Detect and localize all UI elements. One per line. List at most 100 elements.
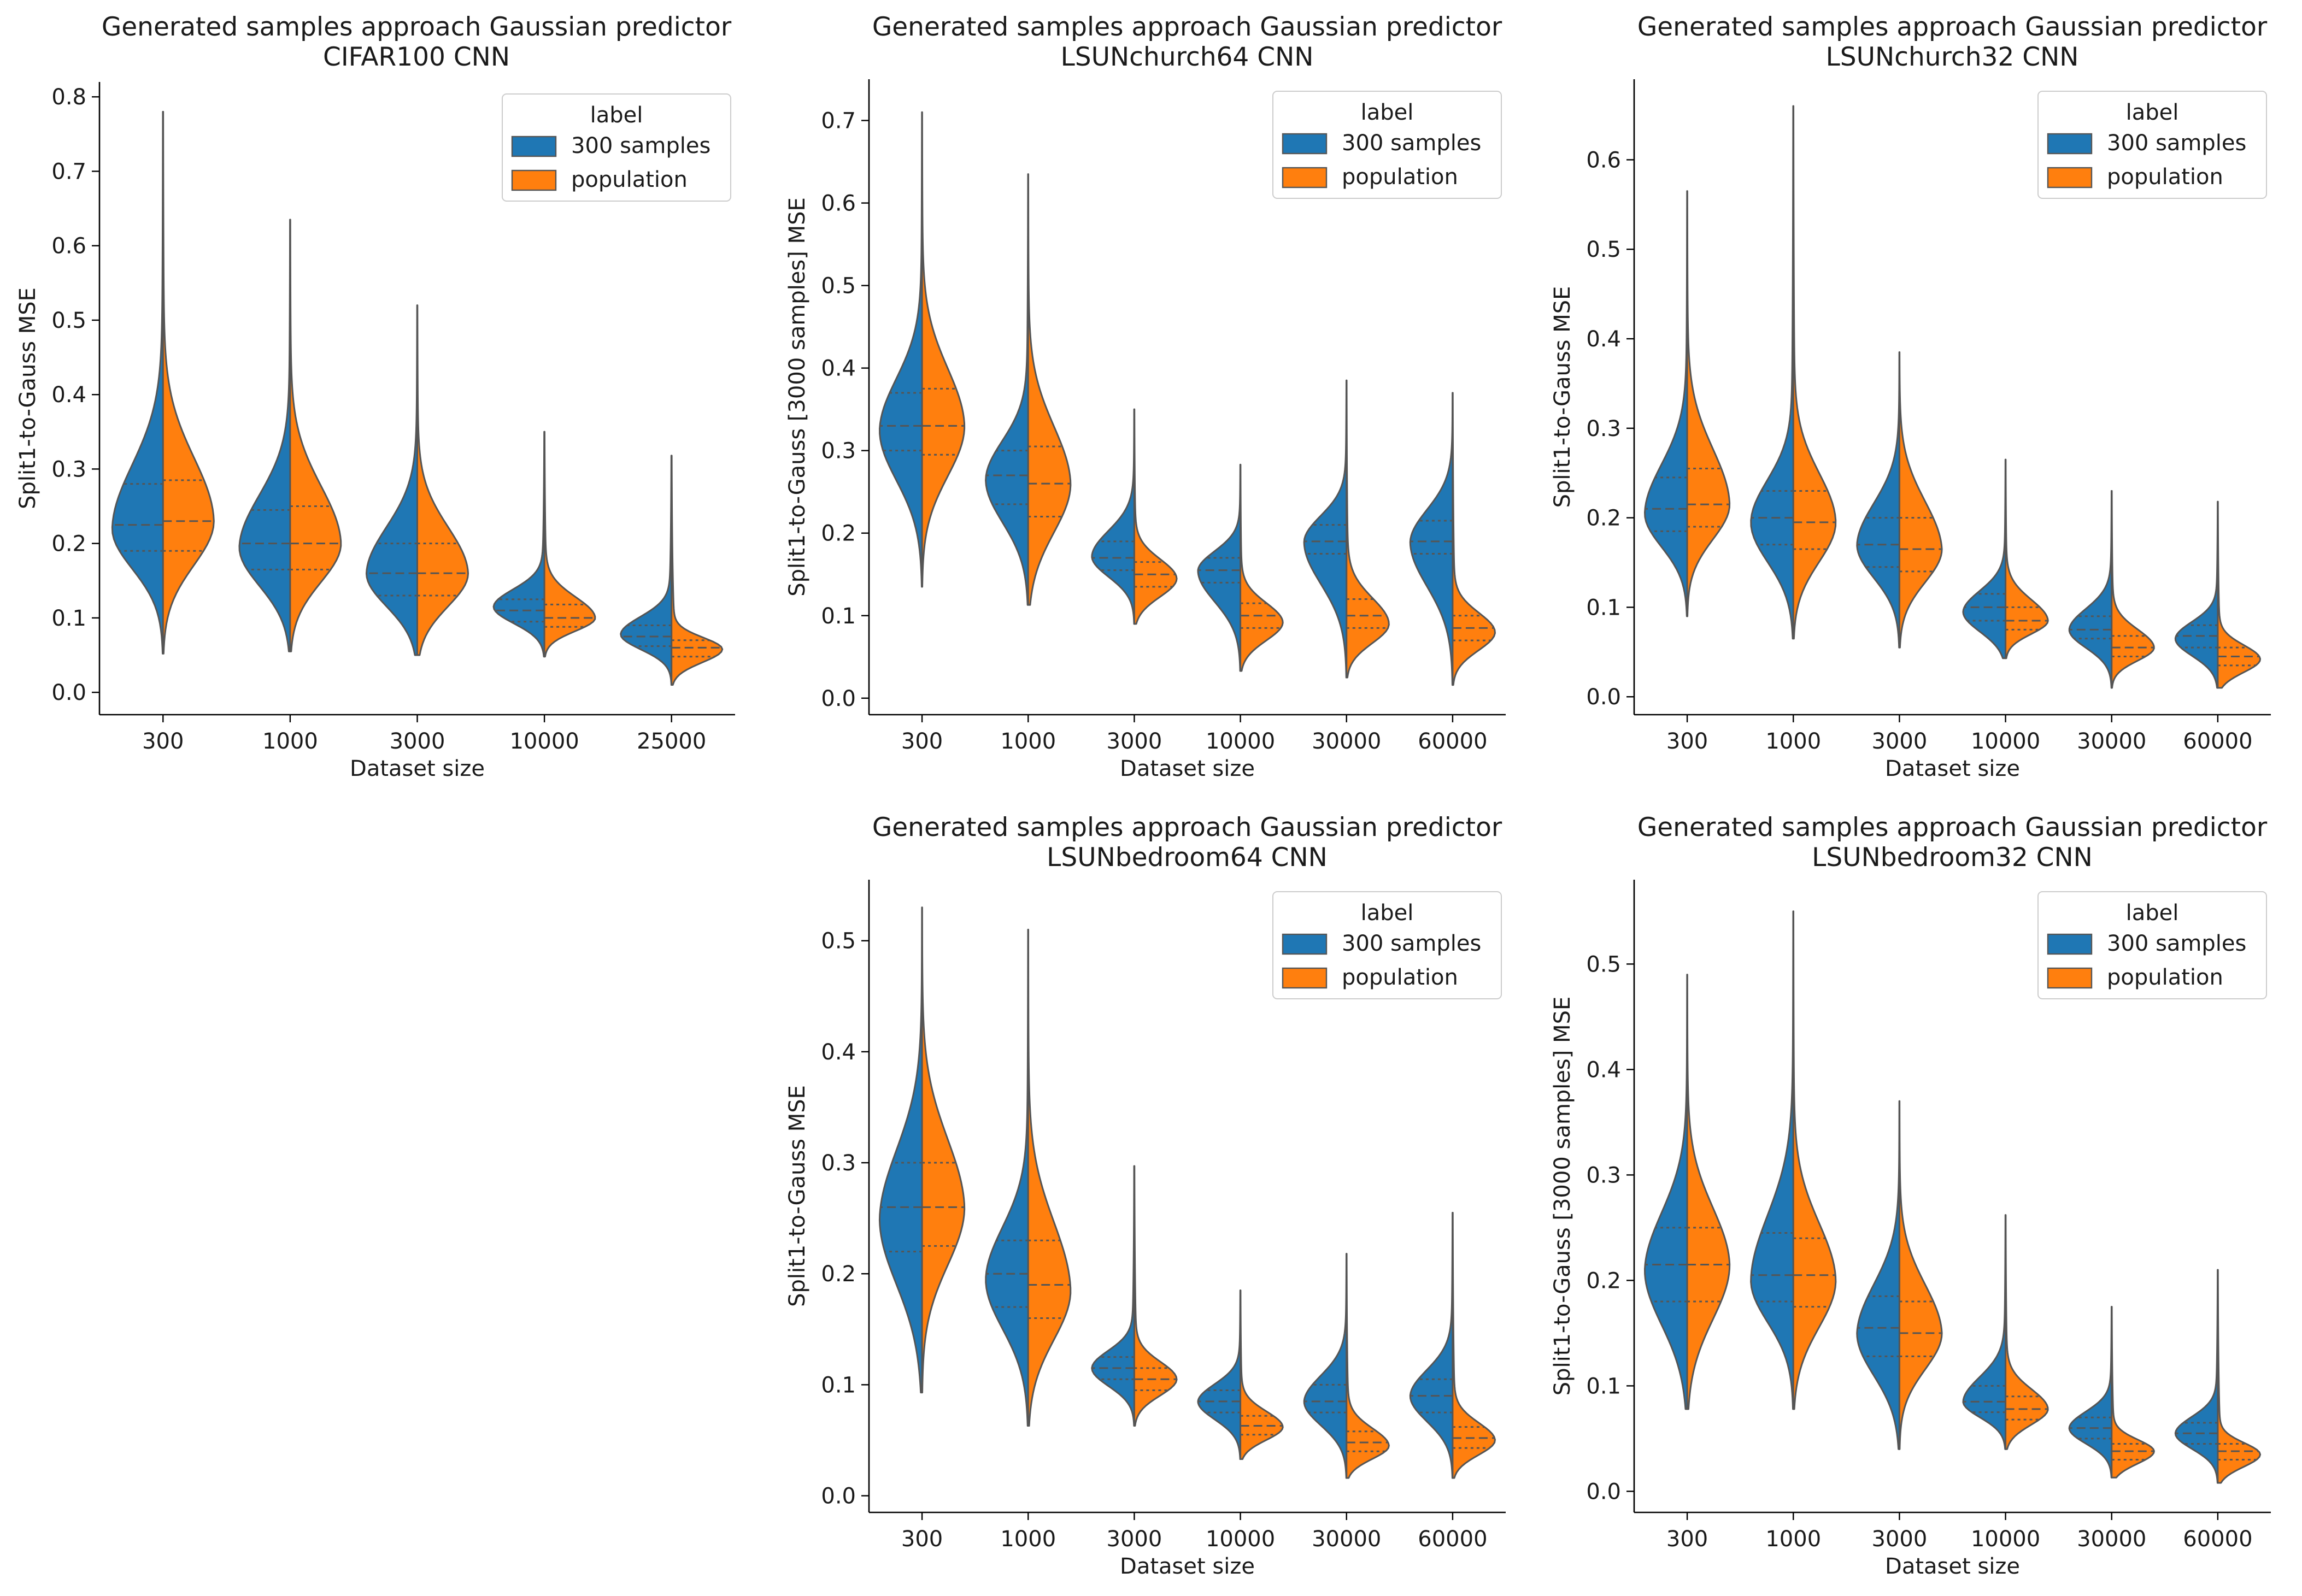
legend: label 300 samples population	[2037, 891, 2267, 999]
y-axis-label: Split1-to-Gauss MSE	[1550, 286, 1575, 508]
y-tick-label: 0.6	[821, 191, 856, 216]
violin-half-population	[2217, 1269, 2262, 1484]
legend-label: population	[2107, 965, 2223, 990]
legend-label: population	[571, 167, 688, 192]
x-tick-label: 10000	[1206, 729, 1275, 754]
x-tick-label: 10000	[1971, 1527, 2040, 1552]
legend: label 300 samples population	[1272, 91, 1502, 199]
violin-half-population	[2111, 1306, 2155, 1479]
y-tick-label: 0.0	[821, 1484, 856, 1509]
legend-swatch	[2047, 167, 2093, 189]
y-tick-label: 0.5	[51, 308, 86, 333]
legend-swatch	[1282, 933, 1328, 955]
legend-frame	[1272, 91, 1502, 199]
x-tick-label: 25000	[637, 729, 706, 754]
legend-frame	[1272, 891, 1502, 999]
x-tick-label: 1000	[262, 729, 318, 754]
chart-title-line2: LSUNchurch32 CNN	[1826, 42, 2079, 72]
violin-half-300-samples	[1643, 974, 1688, 1410]
y-tick-label: 0.5	[821, 929, 856, 954]
violin-half-population	[1452, 392, 1496, 686]
violin-half-300-samples	[1750, 105, 1794, 640]
violin-half-300-samples	[879, 111, 923, 588]
violin-half-population	[416, 304, 469, 656]
legend-swatch	[511, 136, 557, 157]
x-tick-label: 3000	[1107, 729, 1162, 754]
violin-half-population	[2005, 1214, 2049, 1450]
y-axis-label: Split1-to-Gauss MSE	[785, 1085, 810, 1307]
violin-half-population	[1686, 974, 1731, 1410]
legend-label: 300 samples	[1342, 131, 1481, 156]
y-tick-label: 0.7	[51, 159, 86, 184]
violin-half-population	[2217, 500, 2262, 689]
panels: Generated samples approach Gaussian pred…	[15, 12, 2271, 1579]
legend-swatch	[1282, 967, 1328, 989]
chart-panel-4: Generated samples approach Gaussian pred…	[785, 812, 1506, 1579]
x-tick-label: 30000	[1312, 1527, 1381, 1552]
chart-title-line2: CIFAR100 CNN	[323, 42, 510, 72]
x-tick-label: 60000	[2183, 1527, 2252, 1552]
chart-title-line1: Generated samples approach Gaussian pred…	[872, 812, 1502, 843]
violin-half-population	[1240, 1289, 1284, 1460]
legend-title: label	[2126, 900, 2179, 926]
legend-swatch	[2047, 933, 2093, 955]
violin-half-population	[1452, 1211, 1496, 1479]
legend-title: label	[590, 103, 643, 128]
violin-half-population	[162, 110, 215, 655]
x-tick-label: 10000	[509, 729, 579, 754]
violin-half-population	[2111, 490, 2155, 689]
violin-half-300-samples	[365, 304, 418, 656]
y-axis-label: Split1-to-Gauss [3000 samples] MSE	[785, 197, 810, 597]
x-tick-label: 60000	[1418, 1527, 1487, 1552]
chart-title-line2: LSUNbedroom64 CNN	[1047, 843, 1328, 873]
violin-half-population	[1027, 173, 1072, 606]
x-tick-label: 60000	[1418, 729, 1487, 754]
x-axis-label: Dataset size	[1120, 756, 1255, 781]
violin-half-300-samples	[1303, 1253, 1348, 1479]
y-tick-label: 0.2	[51, 532, 86, 557]
violin-half-300-samples	[985, 173, 1029, 606]
x-tick-label: 300	[901, 1527, 943, 1552]
x-tick-label: 60000	[2183, 729, 2252, 754]
chart-panel-5: Generated samples approach Gaussian pred…	[1550, 812, 2271, 1579]
violin-half-300-samples	[1409, 392, 1454, 686]
violin-half-300-samples	[1409, 1211, 1454, 1479]
y-tick-label: 0.5	[821, 274, 856, 299]
y-tick-label: 0.3	[821, 1151, 856, 1176]
violin-half-300-samples	[111, 110, 164, 655]
violin-half-300-samples	[1856, 351, 1900, 649]
violin-half-300-samples	[1197, 1289, 1242, 1460]
x-tick-label: 300	[1666, 729, 1708, 754]
violin-half-300-samples	[2174, 1269, 2219, 1484]
x-axis-label: Dataset size	[1885, 1554, 2020, 1579]
x-axis-label: Dataset size	[350, 756, 485, 781]
x-tick-label: 3000	[1872, 1527, 1928, 1552]
x-tick-label: 10000	[1971, 729, 2040, 754]
violin-half-300-samples	[2068, 490, 2113, 689]
legend-label: population	[1342, 965, 1458, 990]
y-tick-label: 0.1	[821, 1373, 856, 1398]
violin-half-population	[1346, 379, 1390, 679]
legend-label: 300 samples	[2107, 131, 2246, 156]
violin-half-population	[921, 906, 966, 1394]
y-tick-label: 0.2	[821, 521, 856, 546]
legend-swatch	[1282, 133, 1328, 155]
x-tick-label: 3000	[390, 729, 445, 754]
legend-label: 300 samples	[1342, 931, 1481, 956]
x-tick-label: 300	[142, 729, 184, 754]
x-tick-label: 1000	[1000, 1527, 1056, 1552]
y-tick-label: 0.0	[51, 680, 86, 705]
violin-half-300-samples	[492, 431, 545, 658]
legend-swatch	[511, 169, 557, 191]
violin-half-population	[1346, 1253, 1390, 1479]
violin-half-300-samples	[1643, 190, 1688, 617]
violin-half-population	[671, 455, 724, 686]
x-tick-label: 1000	[1765, 729, 1821, 754]
y-tick-label: 0.2	[821, 1262, 856, 1287]
violin-half-300-samples	[985, 928, 1029, 1427]
violin-half-300-samples	[1962, 1214, 2007, 1450]
chart-panel-1: Generated samples approach Gaussian pred…	[15, 12, 735, 781]
x-tick-label: 30000	[2077, 729, 2146, 754]
violin-half-300-samples	[878, 906, 923, 1394]
